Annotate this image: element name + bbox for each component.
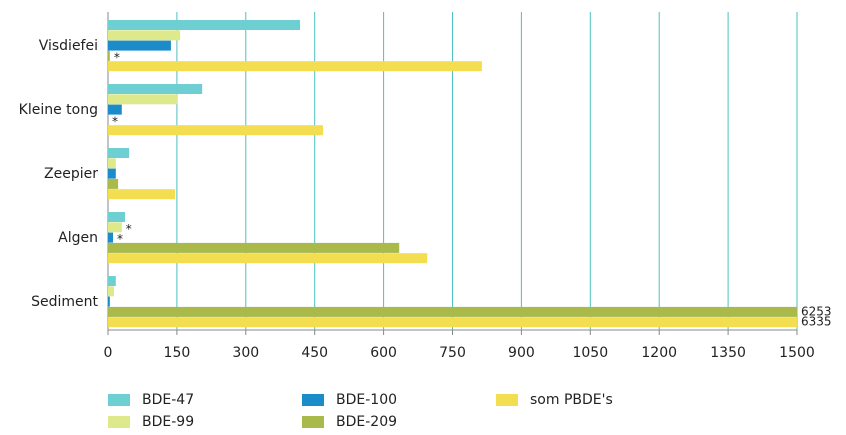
legend-label: BDE-47 <box>142 392 194 408</box>
category-label: Zeepier <box>44 166 98 182</box>
x-tick-label: 1350 <box>710 345 746 361</box>
category-label: Algen <box>58 230 98 246</box>
bar <box>108 276 116 286</box>
legend-swatch <box>108 416 130 428</box>
x-tick-label: 600 <box>370 345 397 361</box>
flag-label: * <box>114 50 120 64</box>
labels: 0 150 300 450 600 750 900 1050 1200 1350 1500 * Visd… <box>19 38 832 430</box>
x-tick-label: 900 <box>508 345 535 361</box>
legend-label: BDE-209 <box>336 414 397 430</box>
x-tick-label: 1200 <box>641 345 677 361</box>
bar <box>108 30 181 41</box>
category-label: Kleine tong <box>19 102 98 118</box>
flag-label: * <box>117 232 123 246</box>
bar <box>108 148 130 158</box>
x-tick-label: 300 <box>232 345 259 361</box>
legend-label: som PBDE's <box>530 392 613 408</box>
bar <box>108 212 125 222</box>
x-tick-label: 750 <box>439 345 466 361</box>
legend-label: BDE-100 <box>336 392 397 408</box>
x-tick-label: 150 <box>164 345 191 361</box>
legend-swatch <box>496 394 518 406</box>
bar <box>108 296 110 307</box>
bar <box>108 50 110 61</box>
bar <box>108 253 428 264</box>
legend-swatch <box>302 416 324 428</box>
legend-label: BDE-99 <box>142 414 194 430</box>
bar <box>108 61 482 72</box>
bar <box>108 158 116 169</box>
bar <box>108 104 122 115</box>
value-label: 6335 <box>801 315 832 329</box>
legend-swatch <box>108 394 130 406</box>
grid <box>107 12 798 335</box>
bar <box>108 242 400 253</box>
bar <box>108 189 176 200</box>
bar <box>108 20 301 30</box>
value-label: 6253 <box>801 304 832 318</box>
bar <box>108 94 178 105</box>
bar <box>108 317 797 328</box>
bar <box>108 222 122 233</box>
x-tick-label: 1500 <box>779 345 815 361</box>
bar <box>108 125 323 136</box>
bar <box>108 286 114 297</box>
x-tick-label: 0 <box>104 345 113 361</box>
bar <box>108 178 119 189</box>
bar <box>108 40 171 51</box>
bar <box>108 306 797 317</box>
x-tick-label: 1050 <box>572 345 608 361</box>
category-label: Visdiefei <box>39 38 98 54</box>
bar <box>108 168 116 179</box>
flag-label: * <box>126 222 132 236</box>
bars <box>108 20 797 328</box>
legend-swatch <box>302 394 324 406</box>
bar <box>108 232 114 243</box>
flag-label: * <box>112 114 118 128</box>
category-label: Sediment <box>31 294 98 310</box>
x-tick-label: 450 <box>301 345 328 361</box>
bar <box>108 84 203 94</box>
